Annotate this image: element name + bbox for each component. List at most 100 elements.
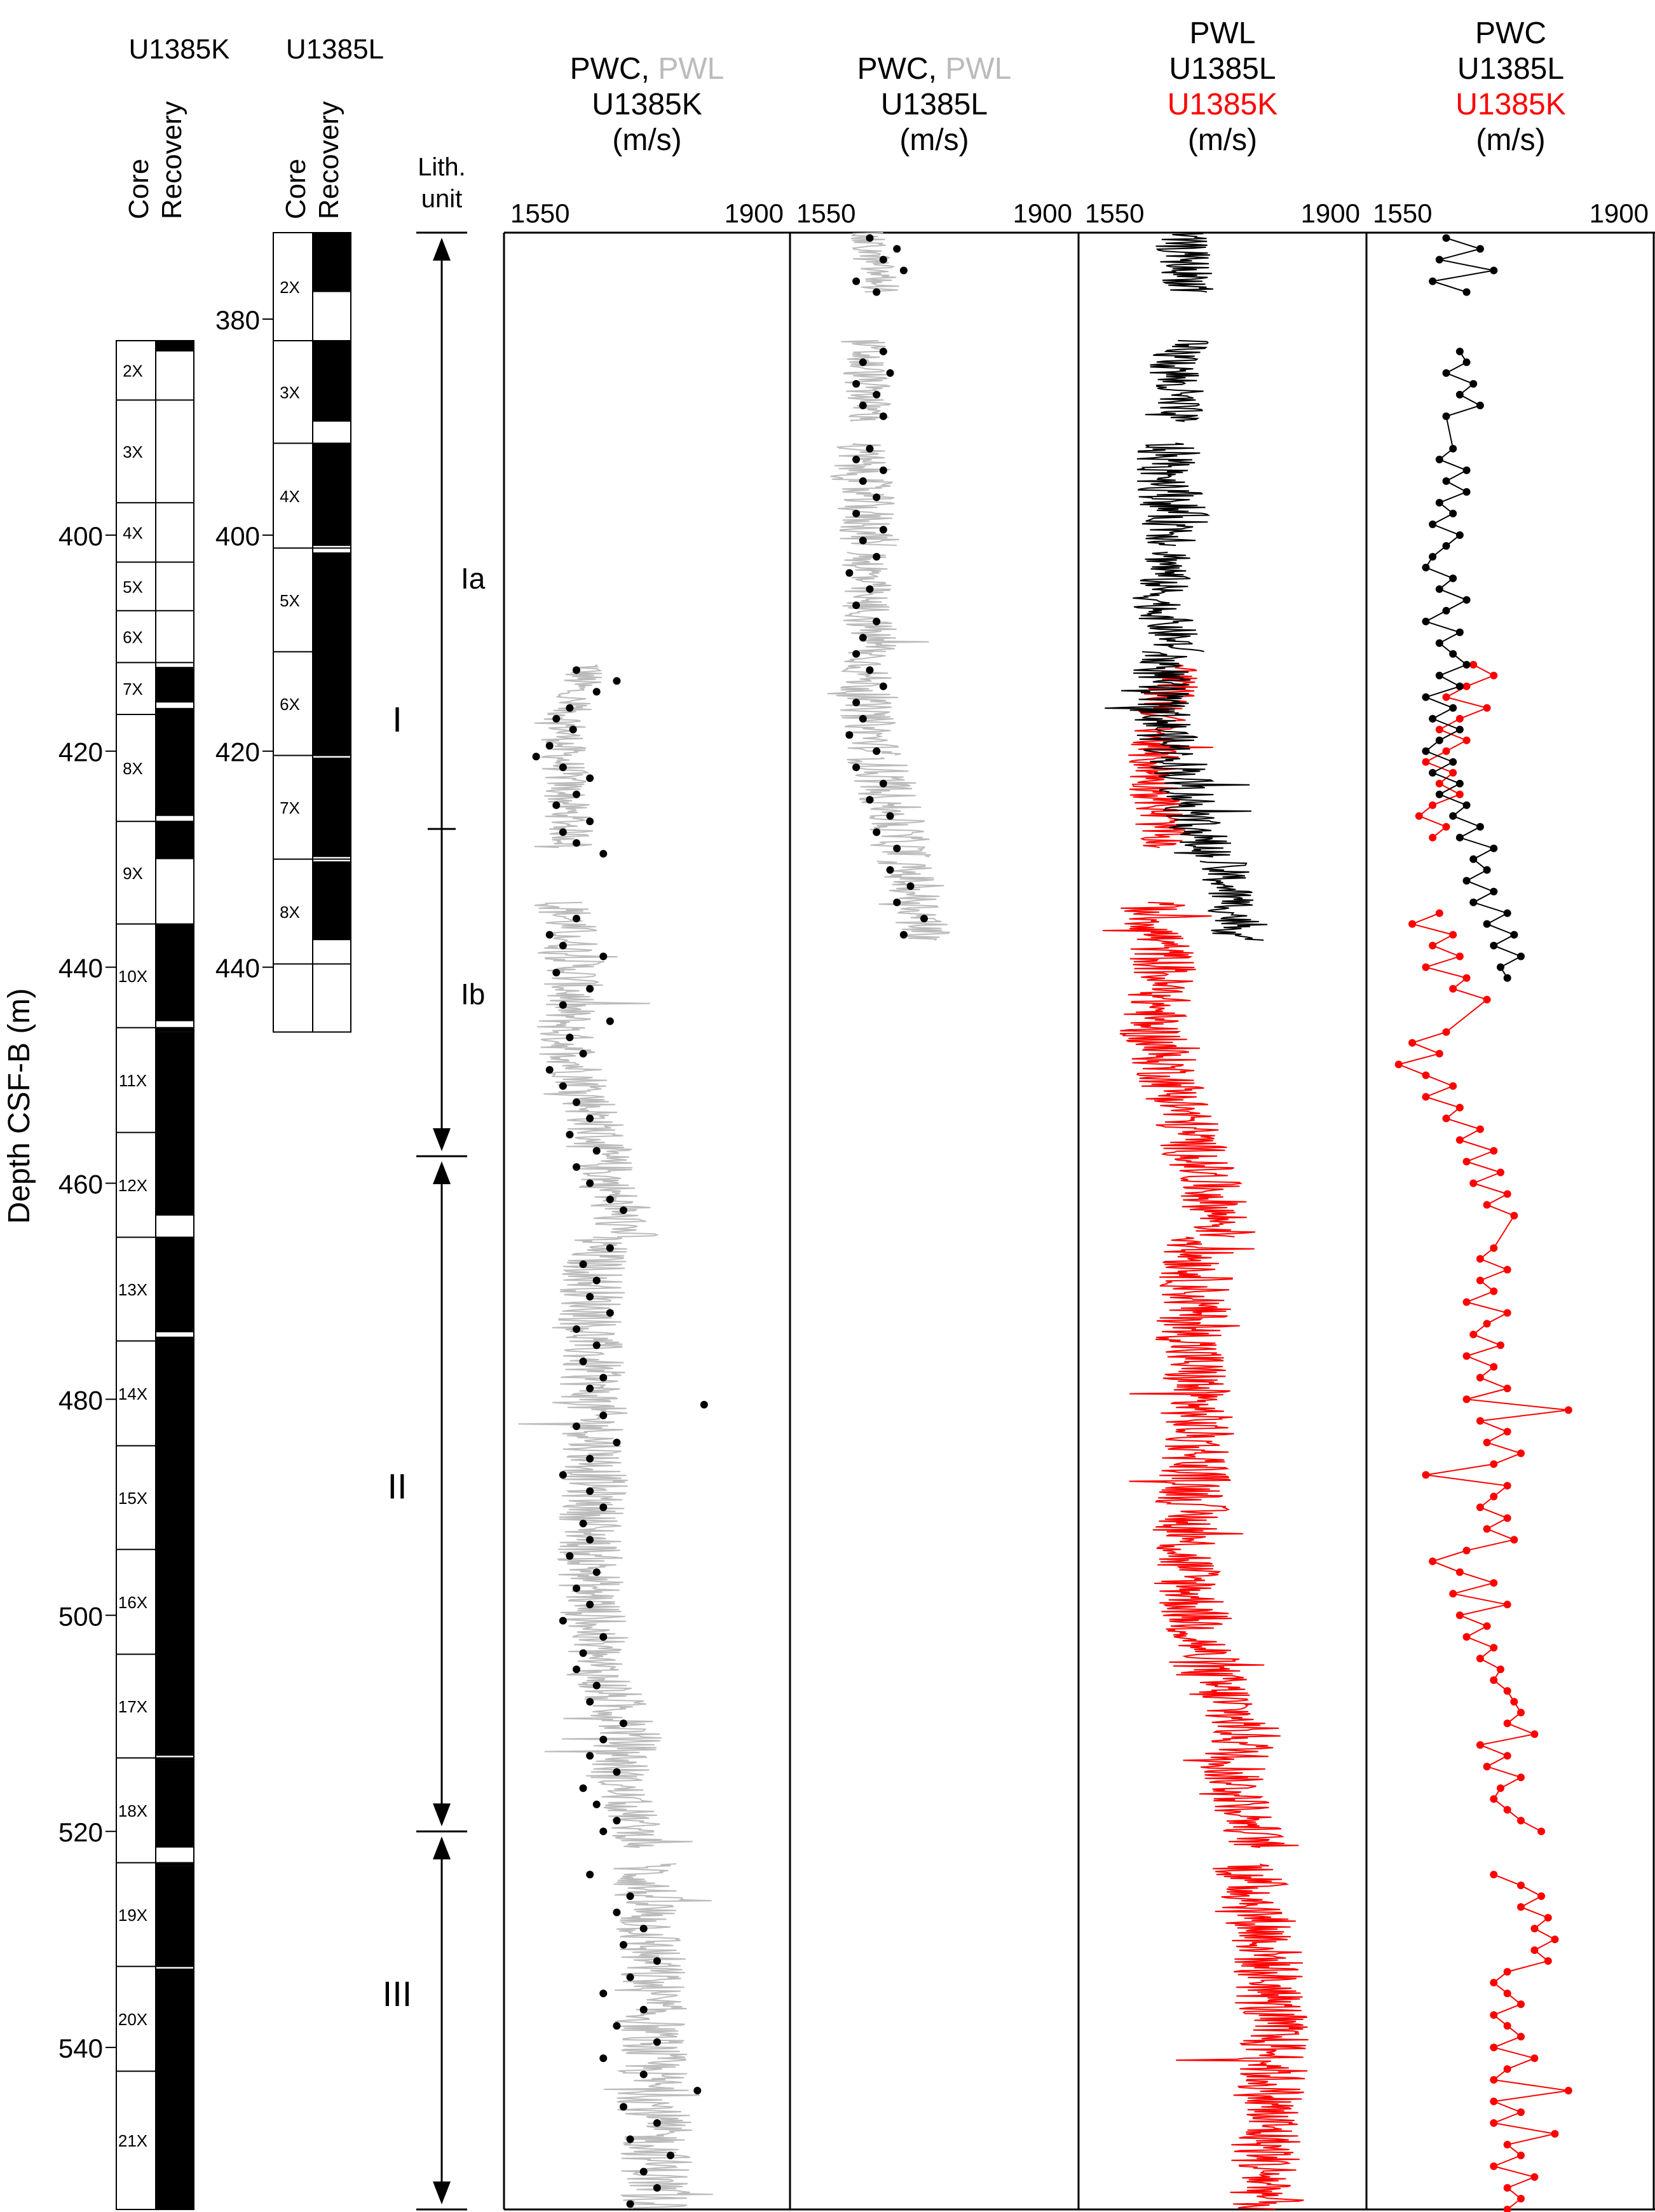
pwl-trace-U1385L: [1155, 232, 1213, 293]
recovered-interval: [313, 443, 351, 546]
pwc-point-U1385K: [606, 1196, 614, 1204]
pwc-point-U1385K: [1503, 1990, 1511, 1998]
lith-header-line2: unit: [421, 185, 463, 213]
pwc-point-U1385L: [1462, 596, 1471, 604]
pwl-trace-U1385K: [1199, 1777, 1299, 1848]
pwc-point-U1385L: [859, 477, 867, 485]
pwc-point-U1385L: [1449, 509, 1457, 517]
pwc-point-U1385K: [639, 2168, 648, 2176]
pwc-point-U1385K: [1517, 1881, 1525, 1890]
core-label: 7X: [123, 679, 143, 699]
pwc-point-U1385K: [1442, 823, 1450, 831]
pwc-point-U1385L: [1476, 401, 1484, 409]
pwc-point-U1385K: [1476, 1655, 1484, 1663]
pwc-point-U1385L: [879, 256, 887, 264]
pwc-point-U1385L: [852, 650, 861, 658]
lith-unit-label: I: [392, 699, 402, 739]
x-tick-label: 1550: [1085, 198, 1144, 228]
recovered-interval: [313, 552, 351, 652]
core-header-label: Core: [280, 159, 311, 219]
panel-title-line: U1385K: [1168, 88, 1277, 121]
depth-tick-label: 460: [58, 1170, 103, 1199]
pwc-point-U1385L: [1449, 758, 1457, 766]
pwc-point-U1385K: [552, 801, 561, 809]
pwc-point-U1385K: [1483, 1763, 1491, 1771]
pwc-point-U1385L: [866, 796, 874, 804]
pwc-point-U1385K: [586, 817, 594, 826]
pwl-trace-U1385L: [1136, 442, 1211, 546]
pwc-point-U1385L: [1442, 234, 1450, 242]
pwc-point-U1385K: [586, 1114, 594, 1123]
recovered-interval: [156, 707, 194, 714]
core-column-title: U1385K: [128, 34, 229, 65]
pwc-line-U1385K: [1396, 912, 1569, 1833]
pwc-point-U1385L: [879, 347, 887, 355]
pwc-point-U1385K: [1462, 682, 1471, 690]
panel-title-run: U1385L: [881, 88, 988, 121]
pwc-point-U1385K: [1503, 1309, 1511, 1317]
depth-tick-label: 500: [58, 1601, 103, 1631]
recovered-interval: [313, 757, 351, 857]
panel-title-line: PWL: [1189, 17, 1255, 50]
pwc-point-U1385K: [559, 1471, 567, 1479]
pwc-point-U1385K: [1530, 1925, 1539, 1933]
panel-title-run: PWL: [945, 52, 1011, 86]
pwc-point-U1385L: [1455, 779, 1464, 788]
pwc-point-U1385L: [1442, 412, 1450, 420]
pwc-point-U1385L: [873, 288, 881, 296]
pwc-point-U1385K: [1490, 1871, 1498, 1879]
pwc-point-U1385K: [566, 1034, 574, 1042]
pwc-point-U1385K: [1455, 714, 1464, 723]
pwl-trace-U1385L: [1105, 651, 1198, 756]
panel-title-run: U1385K: [1455, 88, 1565, 121]
core-label: 18X: [118, 1801, 147, 1820]
pwc-point-U1385K: [586, 1487, 594, 1495]
panel-title-run: U1385K: [1168, 88, 1277, 121]
pwc-point-U1385K: [586, 1179, 594, 1187]
pwc-point-U1385K: [599, 1411, 608, 1419]
pwc-point-U1385K: [1490, 2044, 1498, 2052]
pwc-point-U1385K: [1483, 1525, 1491, 1533]
pwc-point-U1385K: [1503, 1601, 1511, 1609]
lith-arrowhead-down: [433, 1128, 451, 1152]
pwc-point-U1385K: [559, 828, 567, 836]
pwc-point-U1385K: [573, 1163, 580, 1171]
core-header-label: Core: [123, 159, 154, 219]
pwc-point-U1385K: [1503, 2184, 1511, 2192]
pwc-point-U1385L: [1455, 628, 1464, 636]
pwc-point-U1385L: [1429, 277, 1437, 285]
pwc-point-U1385K: [579, 1784, 587, 1792]
pwc-point-U1385K: [1422, 1071, 1430, 1079]
recovered-interval: [156, 1758, 194, 1761]
pwc-point-U1385K: [1408, 1039, 1417, 1047]
pwc-point-U1385K: [592, 1147, 601, 1155]
pwc-point-U1385L: [873, 390, 881, 399]
pwc-point-U1385K: [532, 753, 540, 761]
depth-tick-label: 420: [215, 737, 260, 767]
pwc-point-U1385L: [886, 369, 894, 377]
pwc-point-U1385K: [1503, 1752, 1511, 1760]
pwc-point-U1385K: [1429, 941, 1437, 950]
pwc-point-U1385K: [1490, 1979, 1498, 1987]
pwc-point-U1385K: [1510, 1536, 1518, 1544]
pwc-point-U1385L: [1449, 650, 1457, 658]
pwc-point-U1385K: [606, 1244, 614, 1252]
pwc-point-U1385L: [1483, 920, 1491, 928]
recovery-header-label: Recovery: [313, 101, 344, 219]
pwc-point-U1385L: [879, 526, 887, 534]
pwc-point-U1385K: [552, 969, 561, 977]
pwc-point-U1385K: [1490, 1492, 1498, 1501]
lith-arrowhead-down: [433, 2181, 451, 2204]
core-label: 2X: [280, 278, 300, 297]
lith-arrowhead-down: [433, 1803, 451, 1827]
pwc-point-U1385L: [866, 585, 874, 593]
pwc-point-U1385L: [1462, 660, 1471, 669]
pwc-point-U1385L: [1435, 790, 1443, 798]
pwl-trace-U1385L: [850, 232, 899, 293]
pwc-point-U1385K: [569, 725, 577, 734]
pwc-point-U1385K: [1462, 1298, 1471, 1306]
panel-title-line: PWC, PWL: [570, 52, 725, 86]
recovered-interval: [156, 1237, 194, 1243]
pwc-point-U1385K: [559, 1082, 567, 1090]
pwc-point-U1385K: [599, 1374, 608, 1382]
